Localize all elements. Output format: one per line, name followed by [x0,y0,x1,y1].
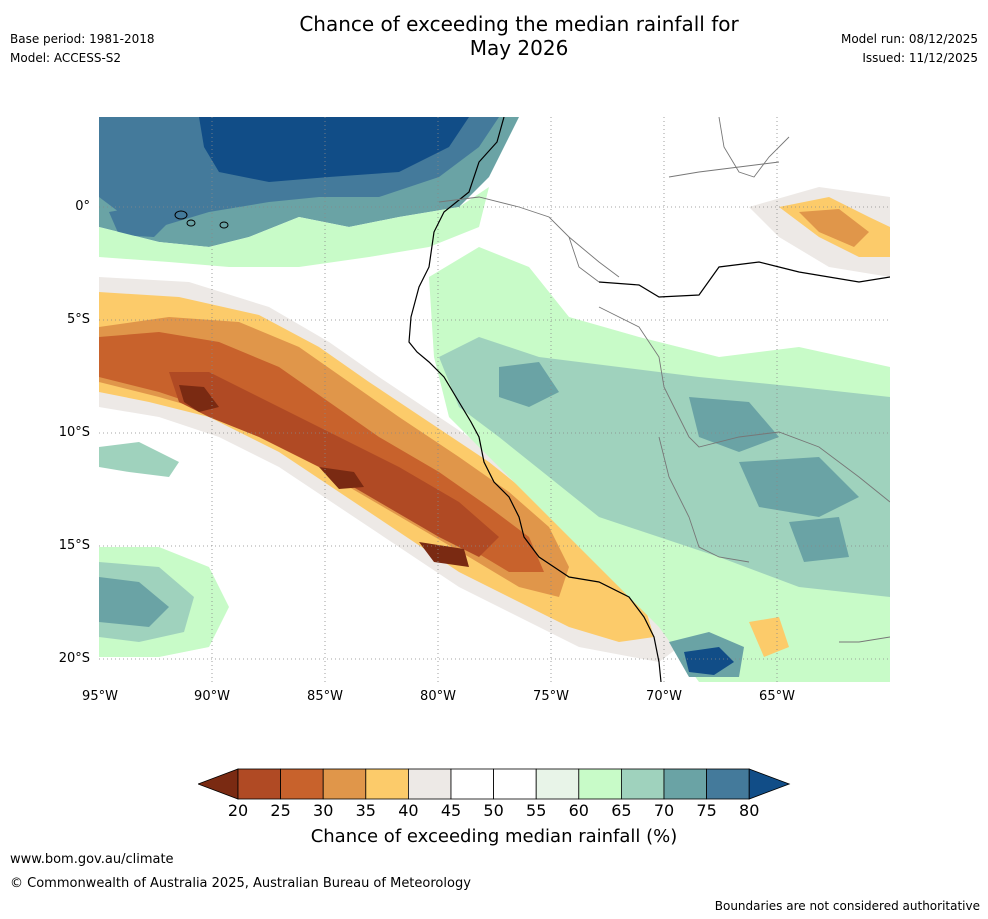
colorbar-cell [450,768,494,800]
north-green-band [99,187,489,267]
colorbar-tick-label: 55 [526,801,547,820]
colorbar-cell [365,768,409,800]
footer-copyright: © Commonwealth of Australia 2025, Austra… [10,876,471,891]
amazon-wet-75-c [499,362,559,407]
lon-label-70w: 70°W [646,689,682,704]
colorbar-tick-label: 60 [568,801,589,820]
colorbar-cell [706,768,750,800]
colorbar-cell [493,768,537,800]
model-text: Model: ACCESS-S2 [10,51,122,65]
lon-label-85w: 85°W [307,689,343,704]
pacific-west-green [99,442,179,477]
national-borders [438,117,890,643]
lon-label-75w: 75°W [533,689,569,704]
se-dry-patch [749,617,789,657]
nw-wet-region-peak [199,117,469,182]
issued-text: Issued: 11/12/2025 [862,51,978,65]
map-title: Chance of exceeding the median rainfall … [0,12,988,60]
amazon-wet-75-d [789,517,849,562]
colorbar-tick-label: 45 [440,801,462,820]
colorbar-tick-label: 75 [696,801,717,820]
model-run-text: Model run: 08/12/2025 [840,32,978,46]
colorbar-arrow-low [198,768,239,800]
colorbar-tick-label: 50 [483,801,504,820]
colorbar-tick-label: 80 [739,801,760,820]
lon-label-65w: 65°W [759,689,795,704]
dry-band-core-3 [419,542,469,567]
footer-boundary-note: Boundaries are not considered authoritat… [714,899,980,913]
lat-label-15s: 15°S [58,538,90,553]
colorbar-cell [620,768,665,800]
amazon-coastline [598,261,890,298]
dry-band-core-2 [319,467,364,489]
colorbar-tick-label: 30 [313,801,334,820]
lat-label-10s: 10°S [58,425,90,440]
colorbar-tick-label: 40 [398,801,419,820]
amazon-wet-75 [689,397,779,452]
rainfall-probability-map [99,117,890,682]
coastline [408,117,662,682]
galapagos-wet-patch [109,205,169,237]
lon-label-95w: 95°W [82,689,118,704]
colorbar-cell [237,768,281,800]
lon-label-80w: 80°W [420,689,456,704]
dry-band-25 [169,372,499,557]
base-period-text: Base period: 1981-2018 [10,32,155,46]
colorbar-tick-label: 35 [355,801,376,820]
colorbar-label: Chance of exceeding median rainfall (%) [310,826,678,847]
sw-wet-region-75 [99,577,169,627]
header-right: Model run: 08/12/2025 Issued: 11/12/2025 [841,30,978,68]
colorbar-cell [280,768,324,800]
colorbar-tick-label: 70 [653,801,675,820]
colorbar-tick-label: 20 [227,801,249,820]
colorbar-tick-label: 65 [611,801,632,820]
altiplano-wet-core [684,647,734,675]
colorbar-tick-label: 25 [270,801,291,820]
ne-dry-patch-35 [799,209,869,247]
amazon-wet-75-b [739,457,859,517]
map-canvas [99,117,890,682]
dry-band-core [179,385,219,412]
colorbar-cell [322,768,367,800]
colorbar [198,768,791,800]
colorbar-arrow-high [748,768,791,800]
footer-url[interactable]: www.bom.gov.au/climate [10,852,174,867]
galapagos-islands [174,210,229,229]
title-line-2: May 2026 [469,36,569,60]
title-line-1: Chance of exceeding the median rainfall … [299,12,739,36]
lat-label-5s: 5°S [66,312,90,327]
colorbar-cell [663,768,707,800]
colorbar-cell [407,768,452,800]
header-left: Base period: 1981-2018 Model: ACCESS-S2 [10,30,155,68]
colorbar-cell [535,768,580,800]
lat-label-20s: 20°S [58,651,90,666]
colorbar-cell [578,768,622,800]
lon-label-90w: 90°W [194,689,230,704]
lat-label-0: 0° [75,199,90,214]
